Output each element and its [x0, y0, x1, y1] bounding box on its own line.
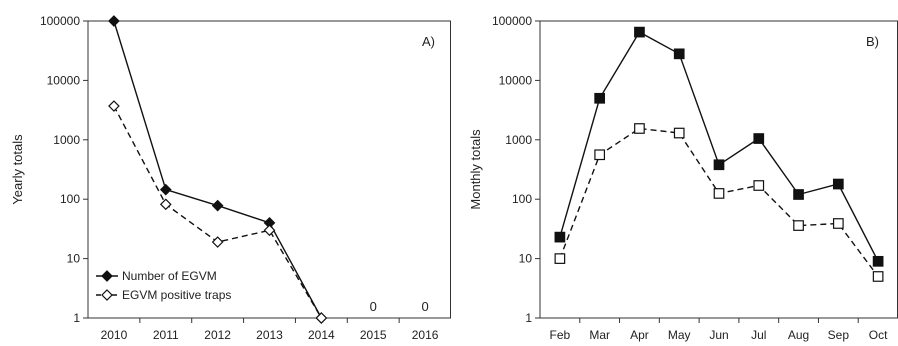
data-point — [793, 189, 804, 200]
x-tick-label: 2010 — [101, 328, 128, 342]
data-point — [673, 127, 685, 139]
y-tick-label: 1 — [525, 311, 532, 325]
data-point — [673, 48, 685, 60]
data-point — [753, 133, 765, 144]
data-point — [713, 159, 725, 171]
y-tick-label: 1 — [73, 311, 80, 325]
zero-annotation: 0 — [370, 299, 377, 314]
y-tick-label: 100000 — [492, 14, 532, 28]
x-tick-label: Jun — [709, 328, 728, 342]
panel-label: A) — [422, 34, 435, 49]
y-tick-label: 1000 — [53, 133, 80, 147]
y-tick-label: 1000 — [505, 133, 532, 147]
series-line-1 — [559, 31, 879, 262]
legend-label-1: Number of EGVM — [122, 269, 217, 283]
data-point — [872, 255, 884, 267]
data-point — [832, 178, 844, 190]
legend-marker-1 — [101, 270, 113, 282]
y-tick-label: 10 — [519, 252, 533, 266]
series-line-2 — [559, 127, 879, 277]
data-point — [713, 188, 725, 199]
data-point — [594, 92, 606, 104]
y-axis-title: Yearly totals — [10, 134, 25, 205]
data-point — [108, 15, 120, 27]
x-tick-label: Sep — [828, 328, 850, 342]
x-tick-label: 2011 — [153, 328, 179, 342]
x-tick-label: 2012 — [204, 328, 231, 342]
data-point — [594, 149, 606, 161]
data-point — [832, 218, 844, 229]
x-tick-label: Jul — [751, 328, 766, 342]
data-point — [634, 123, 645, 134]
y-tick-label: 100000 — [40, 14, 80, 28]
y-tick-label: 10000 — [499, 73, 533, 87]
data-point — [211, 199, 224, 212]
data-point — [634, 26, 645, 38]
panel-label: B) — [866, 34, 879, 49]
data-point — [793, 220, 804, 231]
data-point — [159, 198, 172, 211]
x-tick-label: Feb — [550, 328, 571, 342]
y-axis-title: Monthly totals — [468, 129, 483, 210]
data-point — [211, 236, 224, 248]
x-tick-label: 2014 — [308, 328, 335, 342]
data-point — [753, 180, 765, 191]
data-point — [554, 253, 566, 264]
x-tick-label: Aug — [788, 328, 809, 342]
x-tick-label: 2013 — [256, 328, 283, 342]
data-point — [315, 312, 328, 324]
x-tick-label: Apr — [630, 328, 649, 342]
y-tick-label: 100 — [512, 192, 532, 206]
chart-panel-b: 1 10 100 1000 10000 100000 Feb Mar Apr May Jun Jul A… — [468, 14, 898, 342]
x-tick-label: Mar — [589, 328, 610, 342]
data-point — [159, 183, 172, 196]
x-tick-label: May — [668, 328, 691, 342]
legend-marker-2 — [101, 289, 113, 301]
y-tick-label: 10000 — [47, 73, 81, 87]
x-tick-label: Oct — [869, 328, 888, 342]
data-point — [872, 271, 884, 282]
zero-annotation: 0 — [421, 299, 428, 314]
x-tick-label: 2015 — [360, 328, 387, 342]
series-line-2 — [113, 105, 323, 319]
chart-panel-a: 1 10 100 1000 10000 100000 2010 2011 2012 2013 201… — [10, 14, 451, 342]
x-tick-label: 2016 — [412, 328, 439, 342]
y-tick-label: 10 — [67, 252, 81, 266]
data-point — [108, 100, 120, 112]
legend-label-2: EGVM positive traps — [122, 288, 231, 302]
data-point — [554, 231, 566, 243]
y-tick-label: 100 — [60, 192, 80, 206]
data-point — [263, 224, 276, 237]
